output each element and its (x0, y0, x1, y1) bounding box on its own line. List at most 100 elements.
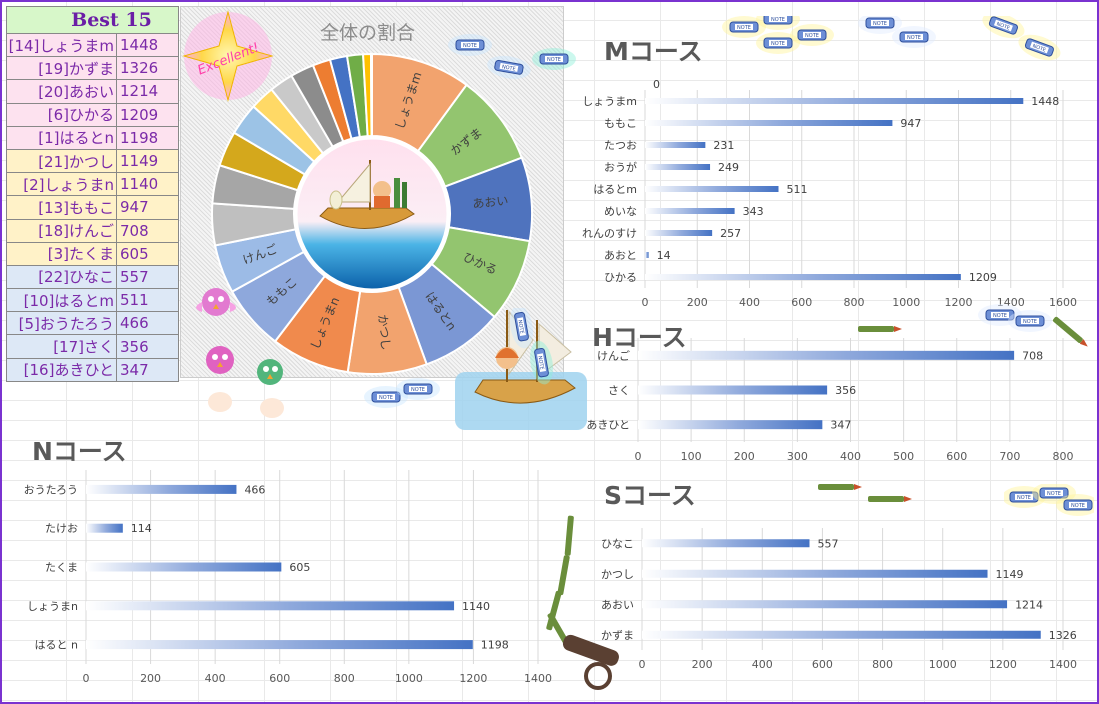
bar-value-label: 1448 (1031, 95, 1059, 108)
donut-chart-title: 全体の割合 (320, 22, 416, 44)
ship-illustration-center (319, 160, 415, 229)
ranking-score: 1149 (120, 152, 159, 171)
s-course-bar-chart: 0 200 400 600 800 1000 1200 1400 ひなこ 557 かつし 1149 あお… (601, 528, 1077, 671)
x-tick-label: 1200 (989, 658, 1017, 671)
ranking-rows: [14]しょうまm 1448 [19]かずま 1326 [20]あおい 1214 [6]ひか… (6, 34, 179, 382)
ranking-name: [16]あきひと (7, 358, 117, 381)
category-label: ひかる (604, 271, 637, 284)
bar-value-label: 356 (835, 384, 856, 397)
note-pencil-label: NOTE (805, 33, 819, 39)
note-pencil-icon: NOTE (510, 308, 533, 349)
bar (642, 600, 1008, 609)
ranking-score: 1209 (120, 105, 159, 124)
note-pencil-icon: NOTE (1004, 486, 1046, 508)
ranking-name: [5]おうたろう (7, 312, 117, 335)
category-label: あおい (601, 598, 634, 611)
x-tick-label: 500 (893, 450, 914, 463)
note-pencil-icon: NOTE (982, 16, 1025, 39)
bar (86, 601, 455, 611)
ranking-score: 708 (120, 221, 149, 240)
note-pencil-label: NOTE (379, 395, 393, 401)
bar-value-label: 708 (1022, 349, 1043, 362)
bar-value-label: 1214 (1015, 598, 1043, 611)
note-pencil-icon: NOTE (364, 386, 408, 408)
rocket-icons-h (858, 316, 1088, 347)
bar (645, 164, 711, 170)
x-tick-label: 1400 (524, 672, 552, 685)
donut-slice-label: かつし (375, 314, 392, 351)
category-label: しょうまn (27, 600, 78, 613)
category-label: しょうまm (582, 95, 637, 108)
x-tick-label: 1200 (459, 672, 487, 685)
x-tick-label: 1400 (1049, 658, 1077, 671)
category-label: たつお (604, 139, 637, 152)
m-course-bar-chart: 0 200 400 600 800 1000 1200 1400 1600 しょうまm 1448 もも… (582, 78, 1077, 309)
note-pencil-icon: NOTE (790, 24, 834, 46)
ranking-row: [3]たくま 605 (6, 242, 179, 266)
donut-slice-label: あおい (472, 194, 509, 211)
category-label: あきひと (586, 419, 630, 432)
h-course-title: Hコース (592, 323, 687, 352)
note-pencil-label: NOTE (993, 313, 1007, 319)
x-tick-label: 0 (83, 672, 90, 685)
note-pencil-label: NOTE (1071, 503, 1085, 509)
m-course-title: Mコース (604, 37, 703, 66)
note-pencil-icon: NOTE (532, 48, 576, 70)
ship-illustration-bottom (455, 310, 587, 430)
bar (645, 274, 961, 280)
note-pencils-top: NOTE NOTE NOTE NOTE NOTE NOTE NOTE NOTE NOTE NOTE… (448, 16, 1061, 79)
x-tick-label: 600 (812, 658, 833, 671)
x-tick-label: 800 (872, 658, 893, 671)
ranking-name: [2]しょうまn (7, 173, 117, 196)
bar-value-label: 257 (720, 227, 741, 240)
ranking-score: 356 (120, 337, 149, 356)
x-tick-label: 200 (734, 450, 755, 463)
x-tick-label: 1200 (945, 296, 973, 309)
ranking-name: [18]けんご (7, 219, 117, 242)
ranking-score: 947 (120, 198, 149, 217)
ranking-name: [10]はるとm (7, 289, 117, 312)
category-label: かずま (601, 629, 634, 642)
ranking-row: [6]ひかる 1209 (6, 103, 179, 127)
x-tick-label: 1000 (929, 658, 957, 671)
x-tick-label: 800 (844, 296, 865, 309)
s-course-title: Sコース (604, 481, 696, 510)
x-tick-label: 1000 (395, 672, 423, 685)
ranking-row: [13]ももこ 947 (6, 196, 179, 220)
ranking-name: [6]ひかる (7, 103, 117, 126)
note-pencils-mid: NOTE NOTE NOTE NOTE (364, 308, 553, 408)
n-course-bar-chart: 0 200 400 600 800 1000 1200 1400 おうたろう 466 たけお 114 た… (24, 470, 552, 685)
note-pencil-icon: NOTE (448, 34, 492, 56)
ranking-score: 511 (120, 291, 149, 310)
bar-value-label: 343 (743, 205, 764, 218)
rocket-icons-s (818, 484, 912, 502)
bar-value-label: 231 (713, 139, 734, 152)
bar-value-label: 947 (900, 117, 921, 130)
ranking-row: [10]はるとm 511 (6, 289, 179, 313)
ranking-score: 347 (120, 360, 149, 379)
bar (638, 385, 828, 395)
bar (645, 208, 735, 214)
note-pencil-label: NOTE (1023, 319, 1037, 325)
x-tick-label: 600 (946, 450, 967, 463)
x-tick-label: 1000 (892, 296, 920, 309)
ranking-row: [22]ひなこ 557 (6, 265, 179, 290)
x-tick-label: 100 (681, 450, 702, 463)
note-pencil-icon: NOTE (756, 32, 800, 54)
note-pencil-label: NOTE (516, 319, 524, 334)
x-tick-label: 200 (687, 296, 708, 309)
bar (638, 350, 1015, 360)
bar (86, 484, 237, 494)
category-label: ひなこ (601, 537, 634, 550)
note-pencil-icon: NOTE (858, 16, 902, 34)
x-tick-label: 200 (692, 658, 713, 671)
bar (645, 230, 713, 236)
ranking-score: 1448 (120, 36, 159, 55)
bar-value-label: 1149 (996, 568, 1024, 581)
category-label: はると n (35, 639, 78, 652)
x-tick-label: 800 (334, 672, 355, 685)
bar-value-label: 511 (786, 183, 807, 196)
note-pencil-label: NOTE (907, 35, 921, 41)
x-tick-label: 1400 (997, 296, 1025, 309)
note-pencil-icon: NOTE (892, 26, 936, 48)
